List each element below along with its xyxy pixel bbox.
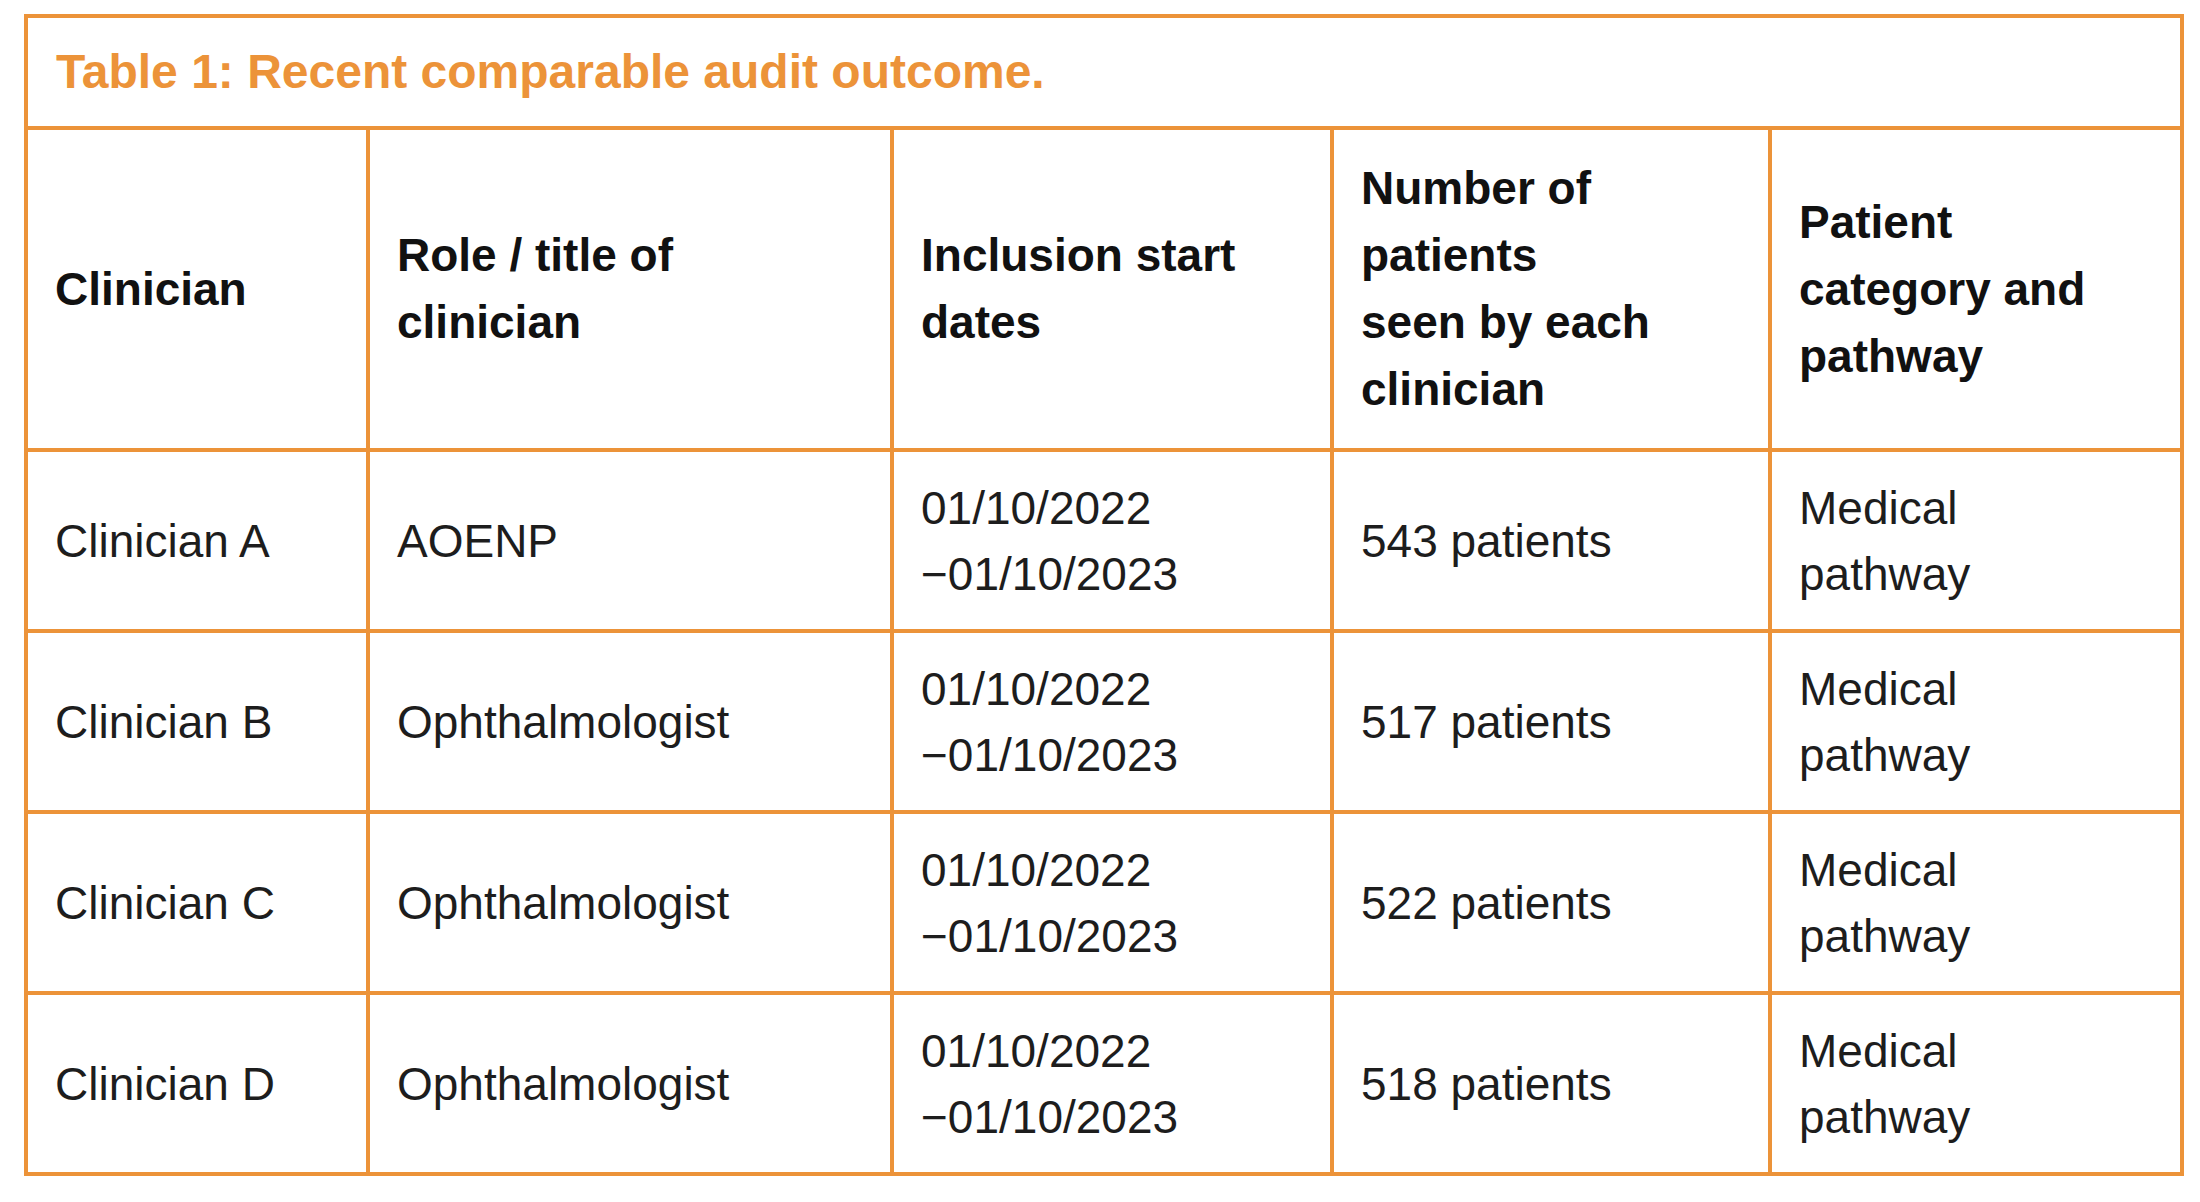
cell-clinician: Clinician A bbox=[26, 450, 368, 631]
cell-inclusion-dates: 01/10/2022 −01/10/2023 bbox=[892, 631, 1332, 812]
cell-role: Ophthalmologist bbox=[368, 993, 892, 1174]
cell-patient-count: 518 patients bbox=[1332, 993, 1770, 1174]
column-header-clinician: Clinician bbox=[26, 128, 368, 450]
cell-patient-count: 543 patients bbox=[1332, 450, 1770, 631]
column-header-role-title: Role / title of clinician bbox=[368, 128, 892, 450]
cell-role: AOENP bbox=[368, 450, 892, 631]
column-header-number-of-patients: Number of patients seen by each clinicia… bbox=[1332, 128, 1770, 450]
cell-patient-count: 517 patients bbox=[1332, 631, 1770, 812]
cell-inclusion-dates: 01/10/2022 −01/10/2023 bbox=[892, 812, 1332, 993]
audit-outcome-table: Table 1: Recent comparable audit outcome… bbox=[24, 14, 2184, 1176]
cell-clinician: Clinician D bbox=[26, 993, 368, 1174]
table-row-clinician-d: Clinician D Ophthalmologist 01/10/2022 −… bbox=[26, 993, 2182, 1174]
table-header-row: Clinician Role / title of clinician Incl… bbox=[26, 128, 2182, 450]
cell-inclusion-dates: 01/10/2022 −01/10/2023 bbox=[892, 450, 1332, 631]
cell-role: Ophthalmologist bbox=[368, 631, 892, 812]
cell-pathway: Medical pathway bbox=[1770, 450, 2182, 631]
cell-clinician: Clinician B bbox=[26, 631, 368, 812]
cell-role: Ophthalmologist bbox=[368, 812, 892, 993]
cell-pathway: Medical pathway bbox=[1770, 812, 2182, 993]
page: Table 1: Recent comparable audit outcome… bbox=[0, 0, 2200, 1202]
cell-inclusion-dates: 01/10/2022 −01/10/2023 bbox=[892, 993, 1332, 1174]
table-title: Table 1: Recent comparable audit outcome… bbox=[26, 16, 2182, 128]
cell-pathway: Medical pathway bbox=[1770, 993, 2182, 1174]
cell-patient-count: 522 patients bbox=[1332, 812, 1770, 993]
cell-pathway: Medical pathway bbox=[1770, 631, 2182, 812]
column-header-inclusion-start-dates: Inclusion start dates bbox=[892, 128, 1332, 450]
table-row-clinician-c: Clinician C Ophthalmologist 01/10/2022 −… bbox=[26, 812, 2182, 993]
table-row-clinician-a: Clinician A AOENP 01/10/2022 −01/10/2023… bbox=[26, 450, 2182, 631]
column-header-patient-category-pathway: Patient category and pathway bbox=[1770, 128, 2182, 450]
table-row-clinician-b: Clinician B Ophthalmologist 01/10/2022 −… bbox=[26, 631, 2182, 812]
table-title-row: Table 1: Recent comparable audit outcome… bbox=[26, 16, 2182, 128]
cell-clinician: Clinician C bbox=[26, 812, 368, 993]
